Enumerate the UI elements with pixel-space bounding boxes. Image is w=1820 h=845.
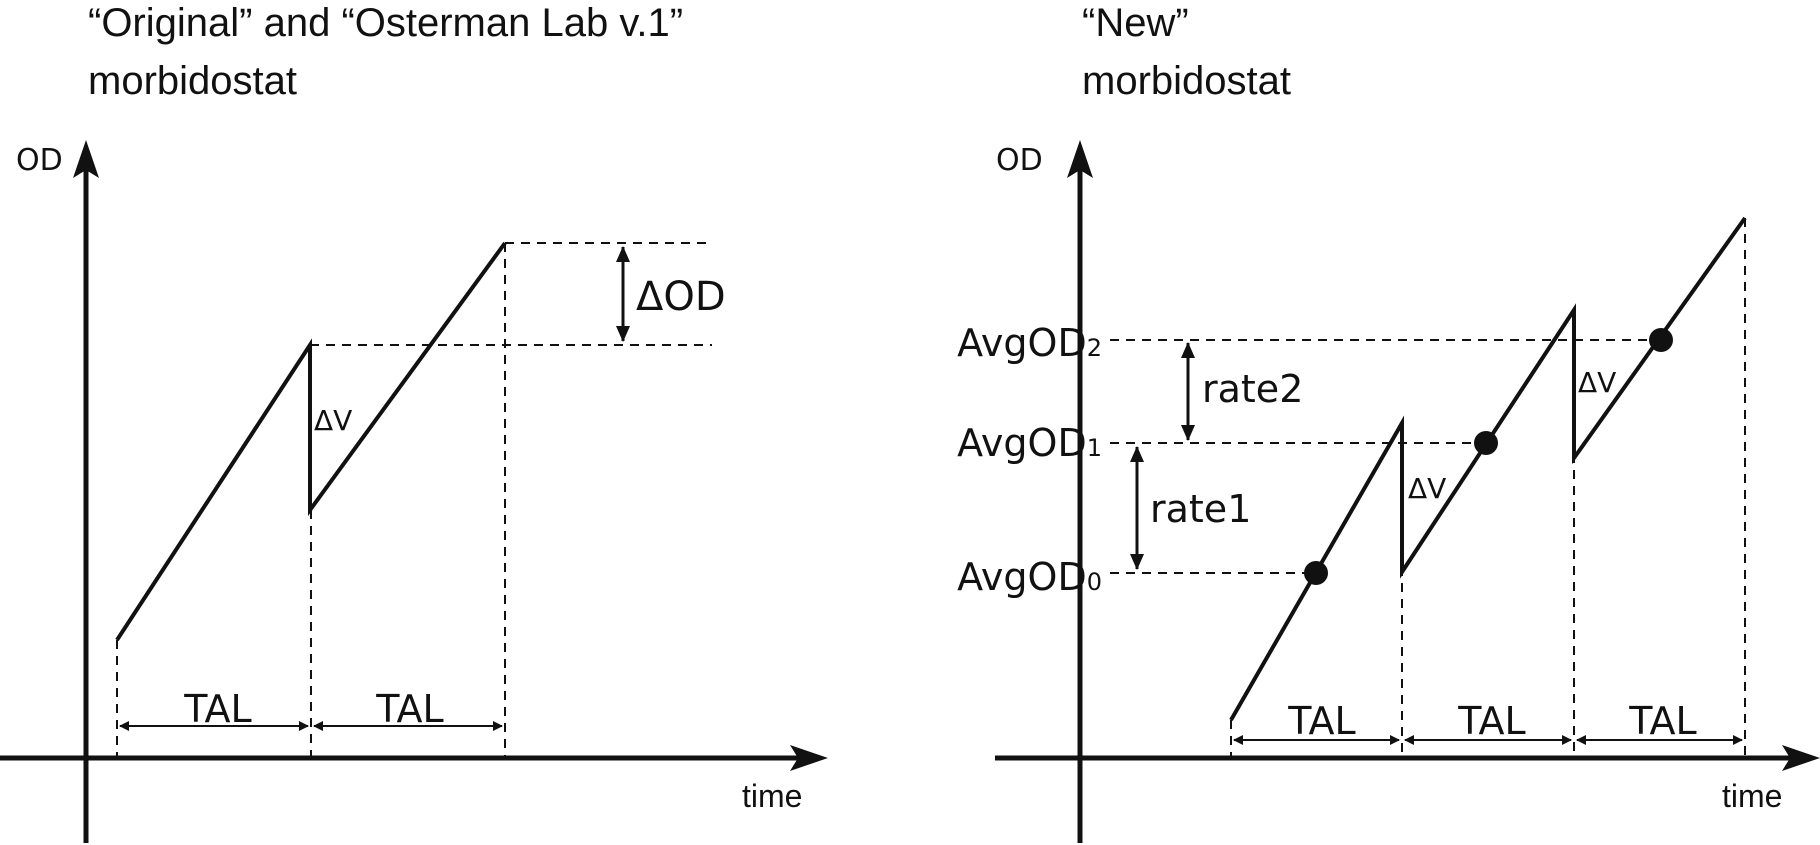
right-title-line2: morbidostat — [1082, 59, 1291, 103]
right-axes: OD time — [995, 140, 1820, 843]
left-tal-markers: TAL TAL — [119, 687, 503, 731]
right-tal-label-3: TAL — [1628, 699, 1696, 743]
right-rate-markers: rate2 rate1 — [1130, 342, 1303, 570]
rate1-label: rate1 — [1150, 487, 1251, 531]
left-panel: OD time ΔOD ΔV TAL T — [0, 140, 828, 843]
avg-od-label-1: AvgOD1 — [957, 421, 1102, 465]
left-axes: OD time — [0, 140, 828, 843]
left-delta-od-marker: ΔOD — [616, 246, 726, 342]
right-title: “New” morbidostat — [1082, 0, 1291, 110]
right-y-axis-label: OD — [996, 143, 1043, 178]
avg-od-label-0: AvgOD0 — [957, 555, 1102, 599]
right-panel: OD time AvgOD2 Av — [957, 140, 1820, 843]
left-od-curve — [115, 241, 507, 642]
left-x-axis-arrowhead — [790, 745, 828, 771]
left-y-axis-arrowhead — [73, 140, 99, 178]
avg-point-2 — [1649, 328, 1673, 352]
right-delta-v-label-2: ΔV — [1578, 366, 1616, 399]
left-guides — [116, 242, 712, 758]
right-delta-v-label-1: ΔV — [1408, 472, 1446, 505]
avg-od-label-2: AvgOD2 — [957, 321, 1102, 365]
left-y-axis-label: OD — [16, 143, 63, 178]
left-title-line2: morbidostat — [88, 59, 297, 103]
right-tal-label-2: TAL — [1457, 699, 1525, 743]
right-title-line1: “New” — [1082, 1, 1189, 45]
left-delta-od-label: ΔOD — [636, 274, 726, 320]
avg-point-1 — [1474, 431, 1498, 455]
avg-point-0 — [1304, 561, 1328, 585]
right-y-axis-arrowhead — [1067, 140, 1093, 178]
right-guides — [1110, 218, 1746, 758]
rate2-label: rate2 — [1202, 367, 1303, 411]
right-avg-labels: AvgOD2 AvgOD1 AvgOD0 — [957, 321, 1102, 599]
right-tal-label-1: TAL — [1287, 699, 1355, 743]
left-tal-label-1: TAL — [183, 687, 251, 731]
right-x-axis-label: time — [1722, 778, 1782, 814]
left-title-line1: “Original” and “Osterman Lab v.1” — [88, 1, 684, 45]
left-title: “Original” and “Osterman Lab v.1” morbid… — [88, 0, 683, 110]
right-od-curve — [1229, 216, 1747, 721]
left-tal-label-2: TAL — [375, 687, 443, 731]
right-avg-points — [1304, 328, 1673, 585]
right-tal-markers: TAL TAL TAL — [1233, 699, 1743, 745]
left-delta-v-label: ΔV — [314, 404, 352, 437]
right-x-axis-arrowhead — [1782, 745, 1820, 771]
left-x-axis-label: time — [742, 778, 802, 814]
